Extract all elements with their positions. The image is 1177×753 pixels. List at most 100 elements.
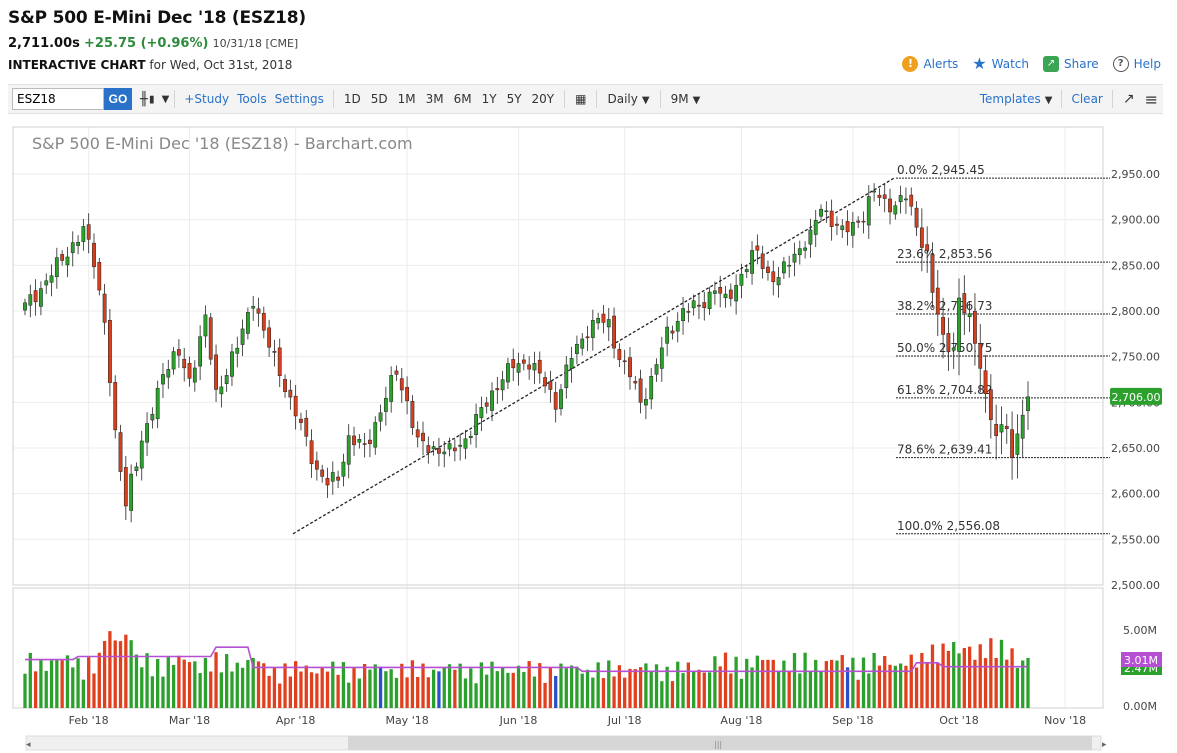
- candle-body[interactable]: [951, 347, 956, 351]
- candle-body[interactable]: [649, 376, 654, 400]
- candle-body[interactable]: [840, 225, 845, 230]
- candle-body[interactable]: [617, 349, 622, 360]
- candle-body[interactable]: [988, 389, 993, 420]
- candle-body[interactable]: [383, 397, 388, 412]
- candle-body[interactable]: [575, 343, 579, 355]
- candle-body[interactable]: [330, 472, 335, 482]
- candle-body[interactable]: [251, 306, 256, 309]
- candle-body[interactable]: [744, 269, 749, 273]
- candle-body[interactable]: [304, 417, 309, 437]
- candle-body[interactable]: [850, 221, 855, 236]
- candle-body[interactable]: [373, 422, 378, 448]
- candle-body[interactable]: [70, 242, 75, 253]
- candle-body[interactable]: [628, 357, 632, 378]
- candle-body[interactable]: [766, 266, 770, 273]
- candle-body[interactable]: [904, 198, 908, 201]
- range-3m[interactable]: 3M: [425, 92, 444, 106]
- candle-body[interactable]: [771, 271, 776, 283]
- range-20y[interactable]: 20Y: [531, 92, 555, 106]
- candle-body[interactable]: [946, 333, 951, 352]
- candle-body[interactable]: [750, 250, 754, 274]
- help-link[interactable]: ? Help: [1112, 56, 1161, 72]
- candle-body[interactable]: [389, 375, 394, 402]
- scrollbar-thumb[interactable]: [348, 736, 1092, 750]
- candle-body[interactable]: [606, 319, 611, 328]
- candle-body[interactable]: [421, 432, 425, 442]
- candle-body[interactable]: [728, 289, 733, 299]
- candle-body[interactable]: [299, 418, 303, 423]
- candle-body[interactable]: [882, 194, 887, 199]
- candle-body[interactable]: [150, 413, 155, 421]
- candle-body[interactable]: [644, 399, 648, 406]
- candle-body[interactable]: [835, 223, 839, 226]
- candle-body[interactable]: [941, 317, 945, 335]
- candle-body[interactable]: [564, 364, 569, 389]
- candle-body[interactable]: [543, 377, 547, 387]
- candle-body[interactable]: [797, 248, 802, 256]
- menu-icon[interactable]: ≡: [1144, 89, 1158, 109]
- candle-body[interactable]: [925, 244, 930, 251]
- candle-body[interactable]: [681, 308, 685, 321]
- candle-body[interactable]: [108, 319, 112, 383]
- candle-body[interactable]: [1015, 433, 1020, 455]
- candle-body[interactable]: [659, 347, 664, 369]
- candle-body[interactable]: [336, 476, 341, 481]
- candle-body[interactable]: [654, 364, 659, 375]
- candle-body[interactable]: [999, 424, 1004, 433]
- candle-body[interactable]: [622, 360, 627, 363]
- candle-body[interactable]: [829, 210, 834, 227]
- candle-body[interactable]: [590, 320, 595, 338]
- candle-body[interactable]: [341, 461, 346, 477]
- chevron-down-icon[interactable]: ▼: [161, 93, 170, 105]
- candle-body[interactable]: [983, 370, 988, 394]
- interval-select[interactable]: Daily ▼: [602, 92, 654, 106]
- candle-body[interactable]: [405, 387, 409, 402]
- candle-body[interactable]: [1004, 425, 1009, 430]
- candle-body[interactable]: [277, 347, 282, 376]
- candle-body[interactable]: [267, 327, 272, 348]
- candle-body[interactable]: [803, 247, 808, 251]
- alerts-link[interactable]: ! Alerts: [902, 56, 958, 72]
- candle-body[interactable]: [670, 330, 675, 334]
- candle-body[interactable]: [506, 363, 510, 383]
- candle-body[interactable]: [399, 378, 404, 391]
- candle-body[interactable]: [479, 407, 484, 419]
- candle-body[interactable]: [431, 446, 436, 450]
- candle-body[interactable]: [224, 375, 229, 384]
- candle-body[interactable]: [352, 435, 356, 446]
- candle-body[interactable]: [516, 363, 521, 373]
- candle-body[interactable]: [426, 445, 431, 453]
- candle-body[interactable]: [495, 388, 500, 391]
- candle-body[interactable]: [665, 326, 670, 344]
- candle-body[interactable]: [723, 293, 728, 299]
- candle-body[interactable]: [452, 447, 457, 452]
- candle-body[interactable]: [230, 351, 234, 377]
- clear-button[interactable]: Clear: [1071, 92, 1103, 106]
- candle-body[interactable]: [203, 314, 208, 337]
- watch-link[interactable]: ★ Watch: [972, 56, 1029, 72]
- candle-body[interactable]: [97, 262, 102, 291]
- candle-body[interactable]: [580, 338, 585, 349]
- candle-body[interactable]: [187, 363, 192, 379]
- candle-body[interactable]: [962, 293, 967, 313]
- trend-line[interactable]: [292, 177, 895, 535]
- candle-body[interactable]: [320, 469, 325, 477]
- candle-body[interactable]: [585, 336, 590, 339]
- candle-body[interactable]: [500, 379, 505, 391]
- candle-body[interactable]: [601, 313, 606, 323]
- candle-body[interactable]: [734, 285, 739, 302]
- candle-body[interactable]: [707, 291, 712, 309]
- candle-body[interactable]: [1026, 396, 1030, 412]
- candle-body[interactable]: [872, 190, 876, 193]
- candle-body[interactable]: [362, 443, 367, 445]
- candle-body[interactable]: [808, 229, 813, 245]
- range-6m[interactable]: 6M: [453, 92, 472, 106]
- candle-body[interactable]: [787, 264, 792, 267]
- candle-body[interactable]: [776, 277, 781, 286]
- candle-body[interactable]: [155, 388, 160, 419]
- candle-body[interactable]: [219, 386, 224, 395]
- candle-body[interactable]: [612, 315, 616, 349]
- candle-body[interactable]: [198, 336, 203, 367]
- candle-body[interactable]: [697, 304, 701, 307]
- candle-body[interactable]: [935, 287, 940, 315]
